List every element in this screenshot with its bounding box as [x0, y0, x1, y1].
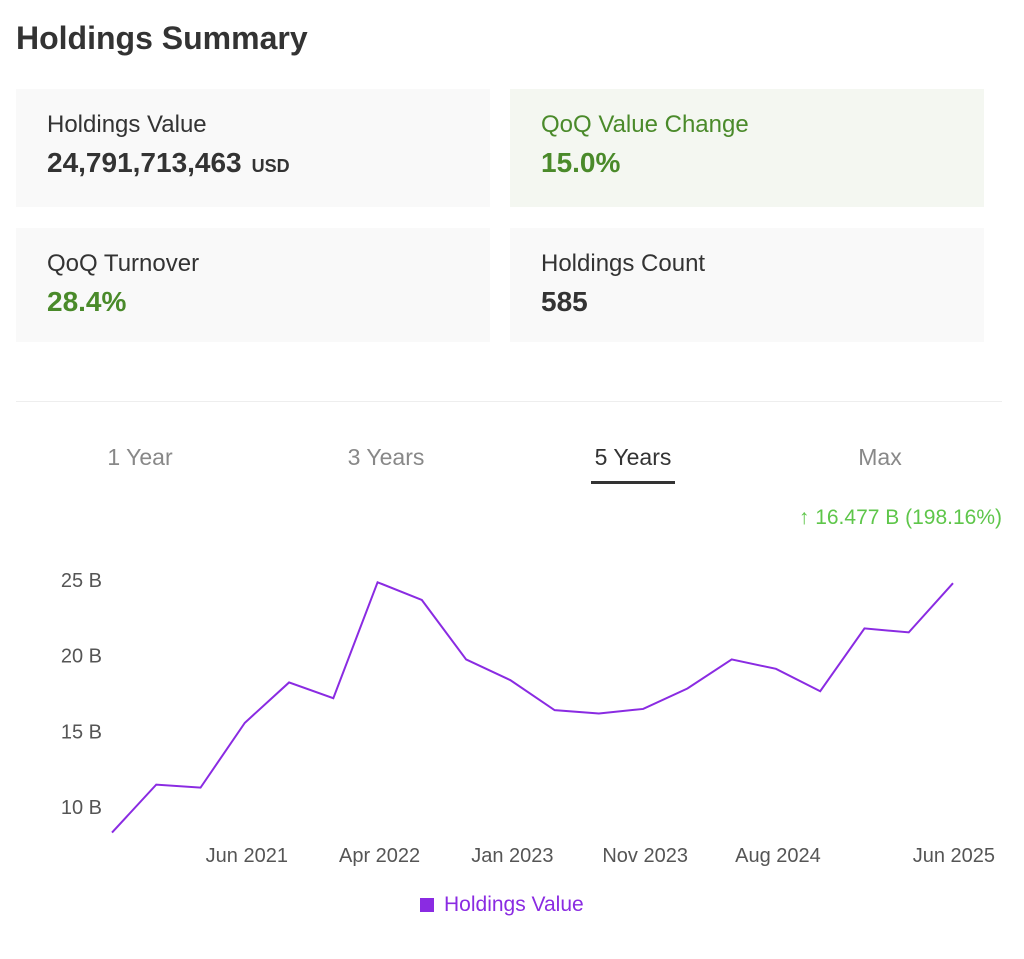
legend-label: Holdings Value [444, 893, 584, 916]
data-point[interactable] [504, 674, 516, 686]
card-label: Holdings Value [47, 111, 207, 138]
card-label: QoQ Turnover [47, 250, 200, 277]
y-tick-label: 20 B [61, 646, 102, 668]
data-point[interactable] [283, 676, 295, 688]
x-tick-label: Apr 2022 [339, 845, 420, 867]
data-point[interactable] [593, 707, 605, 719]
card-value: 585 [541, 286, 588, 317]
tab-3-years[interactable]: 3 Years [347, 444, 425, 470]
legend-swatch [420, 898, 434, 912]
currency-unit: USD [251, 156, 290, 176]
tab-1-year[interactable]: 1 Year [107, 444, 173, 470]
page-title: Holdings Summary [16, 20, 308, 56]
series-line-holdings-value [111, 580, 954, 834]
period-change: ↑ 16.477 B (198.16%) [798, 506, 1002, 529]
data-point[interactable] [106, 827, 118, 839]
data-point[interactable] [549, 704, 561, 716]
card-value: 28.4% [47, 286, 127, 317]
holdings-value-card: Holdings Value 24,791,713,463 USD [16, 89, 490, 207]
y-tick-label: 25 B [61, 570, 102, 592]
x-tick-label: Jun 2021 [206, 845, 288, 867]
data-point[interactable] [239, 717, 251, 729]
data-point[interactable] [150, 779, 162, 791]
card-label: Holdings Count [541, 250, 706, 277]
data-point[interactable] [681, 683, 693, 695]
data-point[interactable] [726, 653, 738, 665]
data-point[interactable] [903, 626, 915, 638]
card-label: QoQ Value Change [541, 111, 749, 138]
card-value: 15.0% [541, 147, 621, 178]
card-value: 24,791,713,463 USD [47, 147, 459, 179]
data-point[interactable] [372, 576, 384, 588]
data-point[interactable] [947, 577, 959, 589]
qoq-value-change-card: QoQ Value Change 15.0% [510, 89, 984, 207]
legend-item[interactable]: Holdings Value [420, 893, 584, 917]
tab-5-years[interactable]: 5 Years [563, 444, 703, 484]
data-point[interactable] [416, 594, 428, 606]
data-point[interactable] [460, 653, 472, 665]
data-point[interactable] [637, 703, 649, 715]
y-tick-label: 10 B [61, 797, 102, 819]
divider [16, 401, 1002, 402]
qoq-turnover-card: QoQ Turnover 28.4% [16, 228, 490, 342]
tab-max[interactable]: Max [858, 444, 902, 470]
data-point[interactable] [770, 663, 782, 675]
data-point[interactable] [195, 782, 207, 794]
x-tick-label: Jan 2023 [471, 845, 553, 867]
data-point[interactable] [814, 685, 826, 697]
x-tick-label: Jun 2025 [913, 845, 995, 867]
data-point[interactable] [327, 692, 339, 704]
data-point[interactable] [858, 622, 870, 634]
x-tick-label: Nov 2023 [602, 845, 688, 867]
y-tick-label: 15 B [61, 721, 102, 743]
holdings-value: 24,791,713,463 [47, 147, 242, 178]
x-tick-label: Aug 2024 [735, 845, 821, 867]
holdings-count-card: Holdings Count 585 [510, 228, 984, 342]
